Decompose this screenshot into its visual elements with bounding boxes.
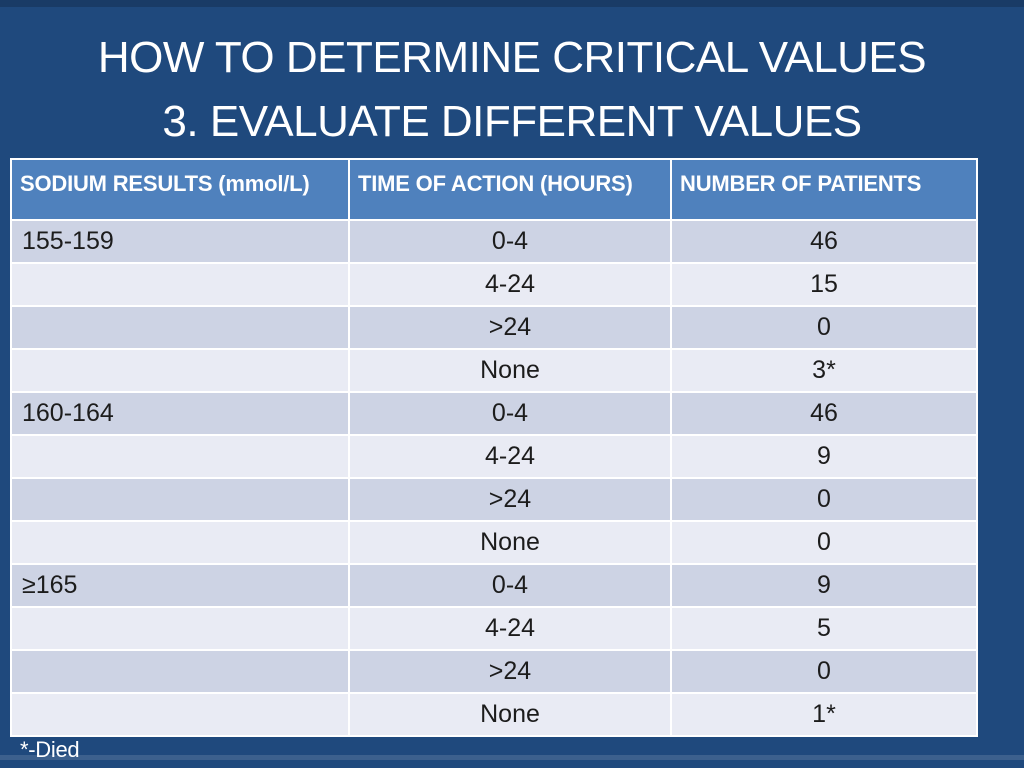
title-line-2: 3. EVALUATE DIFFERENT VALUES xyxy=(162,97,862,146)
patient-count-cell: 5 xyxy=(670,606,978,651)
sodium-range-cell xyxy=(10,477,350,522)
sodium-critical-values-table: SODIUM RESULTS (mmol/L) TIME OF ACTION (… xyxy=(10,158,978,737)
table-row: 4-24 9 xyxy=(10,434,978,479)
patient-count-cell: 1* xyxy=(670,692,978,737)
title-line-1: HOW TO DETERMINE CRITICAL VALUES xyxy=(97,33,927,82)
column-header-sodium-results: SODIUM RESULTS (mmol/L) xyxy=(10,158,350,221)
patient-count-cell: 46 xyxy=(670,219,978,264)
time-of-action-cell: 0-4 xyxy=(348,563,672,608)
sodium-range-cell: 160-164 xyxy=(10,391,350,436)
slide-title: HOW TO DETERMINE CRITICAL VALUES 3. EVAL… xyxy=(0,26,1024,154)
table-row: None 1* xyxy=(10,692,978,737)
table-row: 4-24 15 xyxy=(10,262,978,307)
sodium-range-cell xyxy=(10,262,350,307)
time-of-action-cell: 4-24 xyxy=(348,262,672,307)
time-of-action-cell: 4-24 xyxy=(348,606,672,651)
time-of-action-cell: 4-24 xyxy=(348,434,672,479)
sodium-range-cell xyxy=(10,305,350,350)
time-of-action-cell: >24 xyxy=(348,477,672,522)
bottom-accent-strip xyxy=(0,755,1024,760)
table-row: >24 0 xyxy=(10,305,978,350)
top-accent-strip xyxy=(0,0,1024,7)
patient-count-cell: 9 xyxy=(670,434,978,479)
time-of-action-cell: 0-4 xyxy=(348,219,672,264)
time-of-action-cell: 0-4 xyxy=(348,391,672,436)
patient-count-cell: 0 xyxy=(670,520,978,565)
table-row: None 0 xyxy=(10,520,978,565)
sodium-range-cell xyxy=(10,649,350,694)
time-of-action-cell: None xyxy=(348,348,672,393)
table-row: None 3* xyxy=(10,348,978,393)
table-row: 155-159 0-4 46 xyxy=(10,219,978,264)
patient-count-cell: 9 xyxy=(670,563,978,608)
sodium-range-cell xyxy=(10,434,350,479)
sodium-range-cell: 155-159 xyxy=(10,219,350,264)
footnote-died: *-Died xyxy=(20,737,80,762)
sodium-range-cell: ≥165 xyxy=(10,563,350,608)
time-of-action-cell: None xyxy=(348,520,672,565)
patient-count-cell: 3* xyxy=(670,348,978,393)
column-header-number-of-patients: NUMBER OF PATIENTS xyxy=(670,158,978,221)
time-of-action-cell: >24 xyxy=(348,305,672,350)
column-header-time-of-action: TIME OF ACTION (HOURS) xyxy=(348,158,672,221)
patient-count-cell: 15 xyxy=(670,262,978,307)
table-row: >24 0 xyxy=(10,477,978,522)
patient-count-cell: 0 xyxy=(670,477,978,522)
sodium-range-cell xyxy=(10,348,350,393)
sodium-range-cell xyxy=(10,520,350,565)
table-row: 4-24 5 xyxy=(10,606,978,651)
sodium-range-cell xyxy=(10,606,350,651)
table-row: ≥165 0-4 9 xyxy=(10,563,978,608)
time-of-action-cell: None xyxy=(348,692,672,737)
patient-count-cell: 46 xyxy=(670,391,978,436)
table-body: 155-159 0-4 46 4-24 15 >24 0 None 3* 160… xyxy=(10,219,978,737)
time-of-action-cell: >24 xyxy=(348,649,672,694)
header-row: SODIUM RESULTS (mmol/L) TIME OF ACTION (… xyxy=(10,158,978,221)
patient-count-cell: 0 xyxy=(670,305,978,350)
patient-count-cell: 0 xyxy=(670,649,978,694)
sodium-range-cell xyxy=(10,692,350,737)
table-row: >24 0 xyxy=(10,649,978,694)
table-header: SODIUM RESULTS (mmol/L) TIME OF ACTION (… xyxy=(10,158,978,221)
table-row: 160-164 0-4 46 xyxy=(10,391,978,436)
